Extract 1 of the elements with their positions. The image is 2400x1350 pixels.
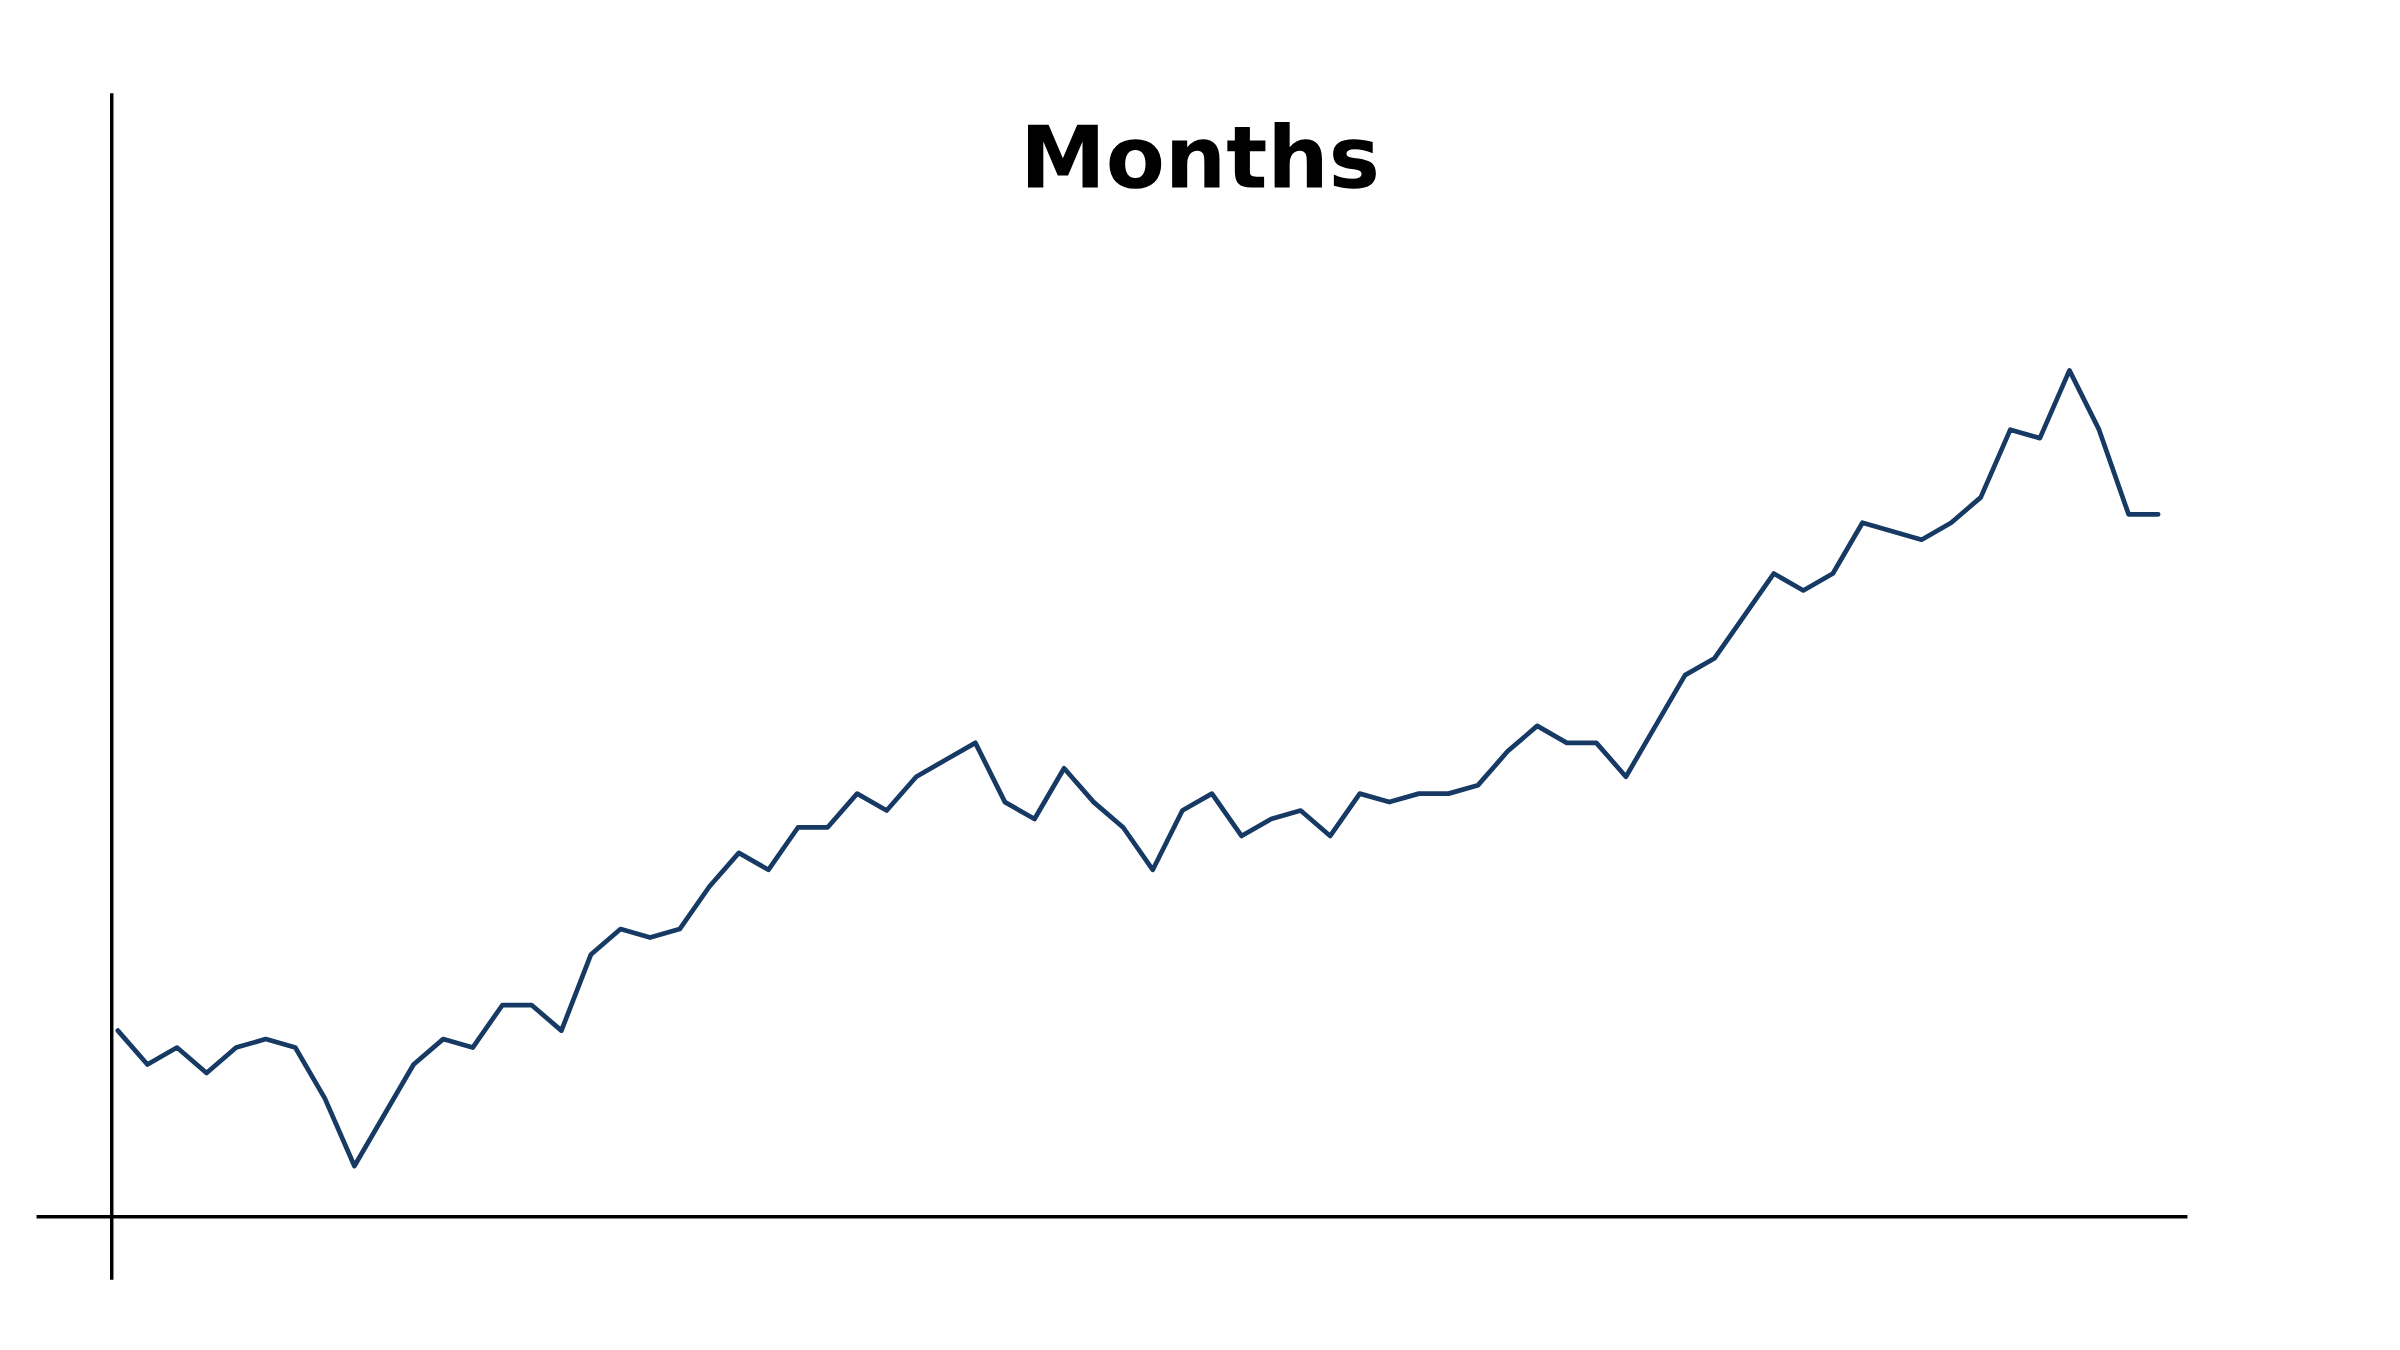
chart-title: Months xyxy=(1027,122,1376,189)
